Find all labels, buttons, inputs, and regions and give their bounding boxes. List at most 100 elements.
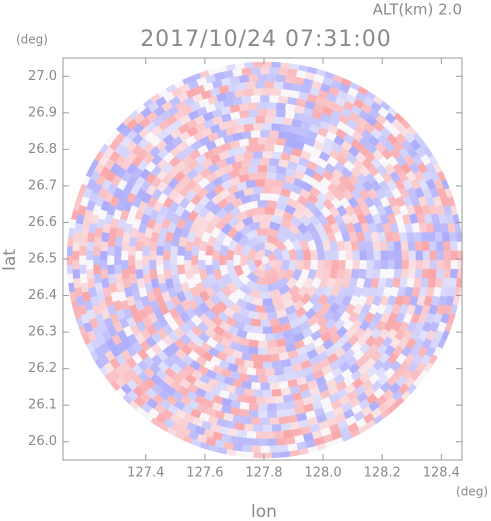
radar-cell (380, 259, 389, 270)
radar-cell (434, 231, 444, 243)
radar-cell (365, 240, 374, 252)
radar-cell (127, 255, 136, 265)
radar-cell (387, 259, 396, 270)
radar-cell (421, 240, 430, 252)
radar-cell (176, 245, 186, 256)
radar-cell (273, 367, 285, 376)
radar-cell (435, 268, 444, 279)
radar-cell (260, 66, 270, 75)
radar-cell (269, 445, 280, 454)
radar-cell (449, 241, 458, 252)
radar-cell (408, 259, 417, 270)
radar-cell (273, 430, 284, 439)
radar-cell (302, 259, 312, 271)
radar-cell (257, 403, 268, 412)
radar-cell (359, 259, 368, 270)
radar-cell (234, 450, 246, 458)
radar-cell (257, 136, 268, 145)
radar-cell (79, 273, 88, 284)
radar-cell (234, 62, 246, 70)
radar-cell (169, 245, 179, 256)
radar-cell (366, 250, 375, 261)
radar-cell (262, 87, 273, 96)
radar-cell (169, 254, 178, 266)
radar-cell (352, 259, 361, 270)
radar-cell (250, 445, 261, 454)
radar-cell (278, 67, 289, 76)
radar-cell (99, 250, 108, 261)
radar-cell (401, 250, 410, 261)
radar-cell (239, 437, 250, 446)
radar-cell (448, 277, 458, 289)
radar-cell (241, 95, 252, 104)
radar-cell (429, 250, 438, 261)
radar-cell (246, 81, 257, 90)
radar-cell (67, 236, 74, 247)
radar-cell (121, 268, 130, 280)
radar-cell (106, 255, 115, 265)
radar-cell (68, 227, 75, 238)
radar-cell (267, 101, 278, 110)
radar-cell (443, 259, 452, 270)
radar-cell (248, 108, 259, 118)
radar-cell (252, 389, 263, 398)
radar-cell (241, 67, 252, 76)
radar-cell (345, 259, 354, 270)
radar-cell (113, 245, 122, 256)
radar-cell (72, 241, 81, 252)
radar-cell (250, 66, 261, 75)
radar-cell (317, 249, 326, 261)
radar-cell (436, 259, 445, 270)
radar-cell (236, 429, 248, 439)
radar-cell (262, 122, 273, 131)
radar-cell (141, 255, 150, 265)
radar-cell (183, 250, 192, 261)
radar-cell (436, 250, 445, 261)
radar-cell (280, 62, 291, 69)
radar-cell (262, 326, 273, 335)
radar-cell (134, 259, 143, 270)
radar-cell (276, 409, 287, 418)
y-tick-label: 26.7 (28, 178, 57, 193)
radar-cell (422, 250, 431, 261)
radar-cell (245, 367, 257, 376)
radar-cell (271, 424, 282, 433)
radar-cell (421, 268, 430, 280)
radar-cell (169, 264, 179, 275)
radar-cell (302, 249, 312, 261)
radar-cell (324, 259, 333, 271)
radar-cell (250, 417, 261, 426)
radar-cell (267, 73, 277, 82)
radar-cell (260, 417, 270, 426)
radar-cell (247, 346, 259, 355)
radar-cell (245, 116, 257, 125)
radar-cell (352, 250, 361, 261)
radar-cell (255, 368, 266, 377)
radar-cell (135, 240, 144, 252)
radar-cell (204, 254, 213, 266)
radar-cell (386, 268, 395, 280)
radar-cell (271, 388, 282, 398)
radar-cell (449, 268, 458, 279)
radar-cell (244, 62, 254, 69)
radar-cell (267, 108, 277, 117)
radar-cell (345, 250, 354, 261)
y-tick-label: 26.1 (28, 398, 57, 413)
radar-cell (365, 268, 374, 280)
radar-cell (441, 277, 451, 289)
radar-cell (248, 438, 259, 447)
radar-cell (113, 255, 122, 265)
radar-cell (86, 277, 96, 289)
y-tick-label: 26.8 (28, 142, 57, 157)
radar-cell (250, 382, 261, 391)
altitude-label: ALT(km) 2.0 (373, 1, 462, 19)
radar-cell (100, 268, 109, 280)
radar-cell (264, 368, 275, 377)
radar-cell (435, 241, 444, 252)
radar-cell (162, 259, 171, 270)
radar-cell (259, 157, 271, 166)
radar-cell (243, 423, 254, 432)
radar-cell (415, 250, 424, 261)
radar-cell (271, 452, 282, 459)
radar-cell (183, 259, 192, 270)
